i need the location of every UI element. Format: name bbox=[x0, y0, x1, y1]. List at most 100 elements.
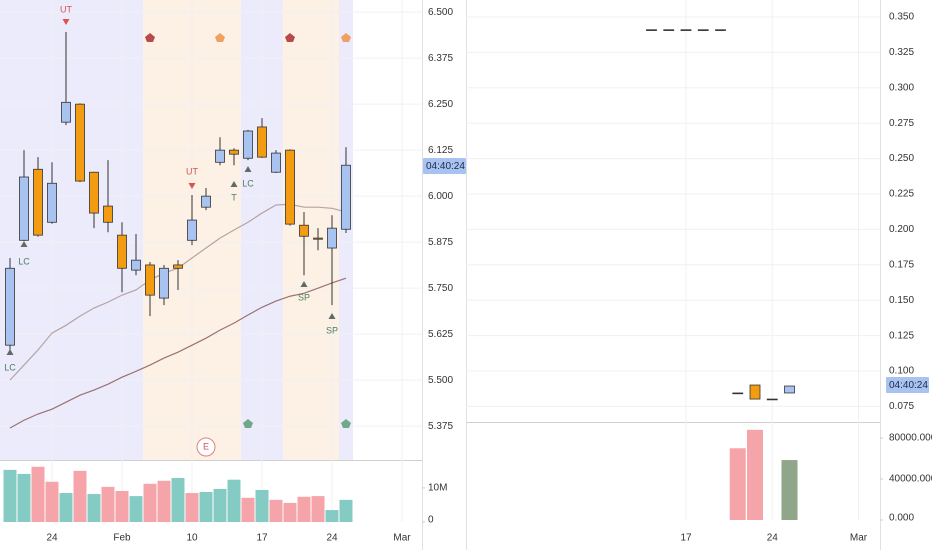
volume-bar bbox=[157, 480, 171, 522]
volume-bar bbox=[729, 448, 746, 520]
volume-bar bbox=[45, 481, 59, 522]
x-tick-label: 24 bbox=[326, 533, 338, 544]
y-tick-label: 5.750 bbox=[428, 283, 453, 294]
candle-body bbox=[271, 152, 281, 173]
candle-body bbox=[201, 195, 211, 208]
candle-body bbox=[89, 171, 99, 214]
volume-bar bbox=[199, 492, 213, 522]
price-tag-label: 04:40:24 bbox=[426, 161, 465, 172]
x-tick-label: 24 bbox=[767, 533, 779, 544]
volume-bar bbox=[269, 499, 283, 522]
x-tick-label: 24 bbox=[46, 533, 58, 544]
candle-body bbox=[215, 149, 225, 163]
x-tick-label: Feb bbox=[113, 533, 131, 544]
volume-bar bbox=[325, 510, 339, 522]
session-marker bbox=[243, 419, 253, 428]
y-tick-label: 0.275 bbox=[889, 118, 914, 129]
volume-bar bbox=[283, 502, 297, 522]
volume-bar bbox=[143, 483, 157, 522]
price-tag bbox=[886, 377, 929, 393]
price-tag-label: 04:40:24 bbox=[889, 380, 928, 391]
candle-body bbox=[766, 398, 778, 401]
candle-body bbox=[19, 176, 29, 241]
y-tick-label: 0.150 bbox=[889, 295, 914, 306]
signal-triangle bbox=[62, 19, 70, 25]
y-tick-label: 0.250 bbox=[889, 153, 914, 164]
y-tick-label: 5.875 bbox=[428, 237, 453, 248]
y-tick-label: 0.350 bbox=[889, 12, 914, 23]
volume-bar bbox=[311, 496, 325, 522]
y-tick-label: 5.625 bbox=[428, 329, 453, 340]
candle-body bbox=[299, 224, 309, 237]
y-tick-label: 0.300 bbox=[889, 82, 914, 93]
volume-bar bbox=[747, 429, 763, 520]
volume-bar bbox=[31, 466, 45, 522]
candle-body bbox=[243, 130, 253, 159]
volume-bar bbox=[115, 490, 129, 522]
candle-body bbox=[732, 392, 744, 395]
candle-body bbox=[47, 182, 57, 223]
volume-bar bbox=[227, 479, 241, 522]
y-tick-label: 0.000 bbox=[889, 513, 914, 524]
y-tick-label: 10M bbox=[428, 483, 447, 494]
volume-bar bbox=[297, 496, 311, 522]
volume-bar bbox=[339, 499, 353, 522]
y-tick-label: 40000.000 bbox=[889, 474, 932, 485]
volume-bar bbox=[3, 469, 17, 522]
y-tick-label: 80000.000 bbox=[889, 433, 932, 444]
session-marker bbox=[215, 33, 225, 42]
event-marker bbox=[196, 437, 216, 457]
candle-body bbox=[313, 237, 323, 240]
signal-triangle bbox=[244, 166, 252, 172]
volume-bar bbox=[255, 489, 269, 522]
x-tick-label: 10 bbox=[186, 533, 198, 544]
candle-body bbox=[341, 164, 351, 230]
signal-triangle bbox=[20, 241, 28, 247]
signal-triangle bbox=[230, 181, 238, 187]
y-tick-label: 0.200 bbox=[889, 224, 914, 235]
signal-label: SP bbox=[298, 292, 310, 302]
y-tick-label: 0.125 bbox=[889, 330, 914, 341]
price-tag bbox=[423, 158, 466, 174]
signal-label: E bbox=[203, 441, 209, 451]
signal-triangle bbox=[328, 313, 336, 319]
signal-triangle bbox=[300, 281, 308, 287]
candle-body bbox=[75, 103, 85, 182]
y-tick-label: 6.000 bbox=[428, 191, 453, 202]
x-tick-label: 17 bbox=[680, 533, 692, 544]
candle-body bbox=[680, 29, 692, 31]
signal-label: T bbox=[231, 192, 237, 202]
candle-body bbox=[285, 149, 295, 225]
signal-label: UT bbox=[186, 166, 198, 176]
y-tick-label: 0.075 bbox=[889, 401, 914, 412]
y-tick-label: 6.250 bbox=[428, 99, 453, 110]
y-tick-label: 0.325 bbox=[889, 47, 914, 58]
y-tick-label: 6.375 bbox=[428, 53, 453, 64]
y-tick-label: 5.500 bbox=[428, 375, 453, 386]
volume-bar bbox=[73, 470, 87, 522]
x-tick-label: Mar bbox=[393, 533, 411, 544]
candle-body bbox=[173, 264, 183, 269]
y-tick-label: 0 bbox=[428, 515, 434, 526]
candle-body bbox=[327, 227, 337, 249]
volume-bar bbox=[171, 478, 185, 522]
y-tick-label: 0.225 bbox=[889, 189, 914, 200]
candle-body bbox=[61, 101, 71, 123]
volume-bar bbox=[17, 473, 31, 522]
candle-body bbox=[145, 264, 155, 296]
y-tick-label: 5.375 bbox=[428, 421, 453, 432]
candle-body bbox=[784, 385, 795, 394]
candle-body bbox=[715, 29, 726, 31]
volume-bar bbox=[213, 488, 227, 522]
candle-body bbox=[103, 205, 113, 223]
session-marker bbox=[285, 33, 295, 42]
x-tick-label: Mar bbox=[850, 533, 868, 544]
moving-average bbox=[9, 277, 347, 429]
candle-body bbox=[159, 267, 169, 299]
volume-bar bbox=[781, 460, 798, 520]
candle-body bbox=[646, 29, 657, 31]
candle-body bbox=[663, 29, 675, 31]
y-tick-label: 6.125 bbox=[428, 145, 453, 156]
